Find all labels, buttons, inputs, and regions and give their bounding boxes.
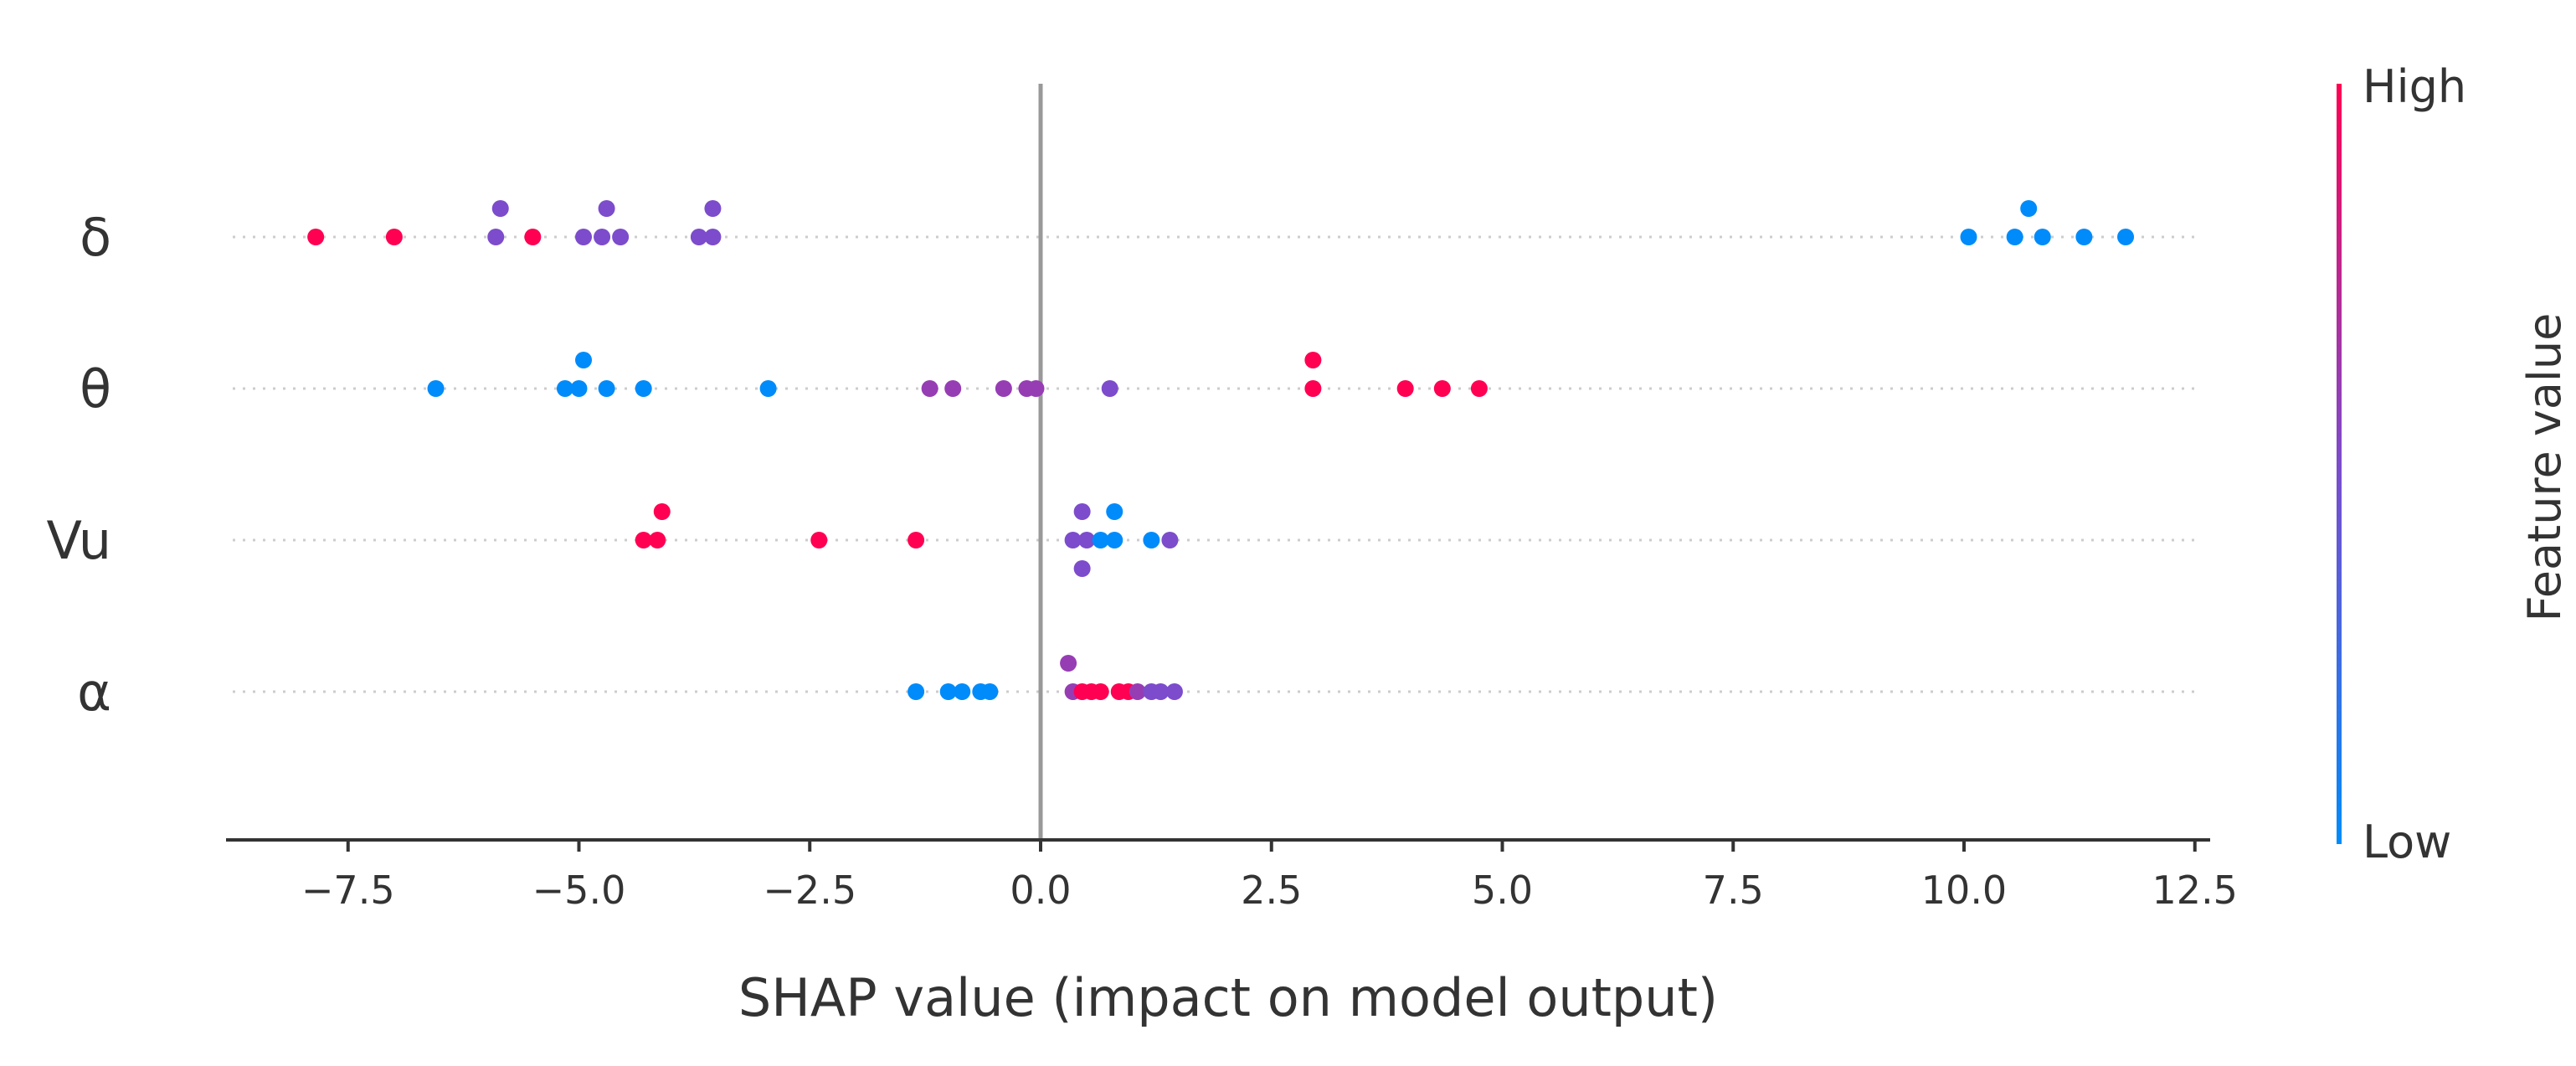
shap-point bbox=[2034, 229, 2051, 245]
shap-point bbox=[908, 683, 925, 700]
shap-point bbox=[635, 380, 652, 397]
shap-point bbox=[939, 683, 957, 700]
colorbar bbox=[2337, 84, 2342, 844]
x-tick-label: 5.0 bbox=[1472, 868, 1533, 913]
shap-point bbox=[1165, 683, 1183, 700]
shap-point bbox=[944, 380, 962, 397]
shap-point bbox=[570, 380, 588, 397]
shap-point bbox=[594, 229, 611, 245]
shap-point bbox=[704, 200, 722, 217]
shap-point bbox=[1092, 532, 1109, 548]
shap-point bbox=[1396, 380, 1414, 397]
feature-label: δ bbox=[80, 207, 111, 268]
shap-point bbox=[1161, 532, 1179, 548]
colorbar-title: Feature value bbox=[2518, 313, 2571, 622]
shap-point bbox=[1101, 380, 1118, 397]
shap-point bbox=[704, 229, 722, 245]
shap-point bbox=[1470, 380, 1488, 397]
shap-point bbox=[1304, 352, 1322, 368]
shap-point bbox=[598, 200, 615, 217]
shap-point bbox=[575, 229, 593, 245]
x-tick-label: −7.5 bbox=[301, 868, 395, 913]
shap-point bbox=[1060, 655, 1077, 672]
shap-point bbox=[385, 229, 403, 245]
shap-point bbox=[995, 380, 1012, 397]
colorbar-low-label: Low bbox=[2363, 816, 2451, 868]
shap-point bbox=[1433, 380, 1451, 397]
shap-point bbox=[2075, 229, 2093, 245]
shap-point bbox=[1106, 532, 1123, 548]
x-tick-label: 7.5 bbox=[1703, 868, 1764, 913]
feature-rows: δ θ Vu α bbox=[47, 207, 2202, 723]
x-tick-label: −5.0 bbox=[532, 868, 626, 913]
x-axis-ticks: −7.5 −5.0 −2.5 0.0 2.5 5.0 7.5 10.0 12.5 bbox=[301, 840, 2238, 913]
shap-point bbox=[427, 380, 445, 397]
shap-point bbox=[981, 683, 999, 700]
x-tick-label: 10.0 bbox=[1921, 868, 2007, 913]
shap-point bbox=[1304, 380, 1322, 397]
shap-point bbox=[2006, 229, 2023, 245]
shap-point bbox=[653, 503, 671, 520]
shap-point bbox=[598, 380, 615, 397]
x-tick-label: 12.5 bbox=[2152, 868, 2238, 913]
shap-point bbox=[1027, 380, 1045, 397]
shap-point bbox=[1106, 503, 1123, 520]
shap-point bbox=[649, 532, 666, 548]
feature-label: α bbox=[77, 662, 111, 723]
shap-point bbox=[1152, 683, 1170, 700]
x-tick-label: 0.0 bbox=[1010, 868, 1071, 913]
shap-point bbox=[612, 229, 630, 245]
shap-point bbox=[759, 380, 777, 397]
shap-point bbox=[1073, 560, 1091, 577]
shap-point bbox=[1092, 683, 1109, 700]
x-tick-label: 2.5 bbox=[1241, 868, 1302, 913]
shap-point bbox=[1143, 532, 1160, 548]
shap-point bbox=[524, 229, 542, 245]
shap-point bbox=[487, 229, 505, 245]
shap-point bbox=[575, 352, 593, 368]
shap-point bbox=[491, 200, 509, 217]
feature-label: Vu bbox=[47, 510, 112, 571]
shap-point bbox=[1078, 532, 1096, 548]
shap-point bbox=[954, 683, 971, 700]
shap-point bbox=[2020, 200, 2038, 217]
shap-point bbox=[1129, 683, 1146, 700]
shap-points bbox=[307, 200, 2135, 700]
feature-label: θ bbox=[80, 358, 111, 420]
shap-point bbox=[556, 380, 573, 397]
shap-point bbox=[690, 229, 707, 245]
shap-point bbox=[1064, 532, 1082, 548]
shap-point bbox=[921, 380, 938, 397]
x-tick-label: −2.5 bbox=[763, 868, 856, 913]
x-axis-title: SHAP value (impact on model output) bbox=[738, 967, 1718, 1028]
shap-point bbox=[307, 229, 325, 245]
shap-point bbox=[635, 532, 652, 548]
colorbar-high-label: High bbox=[2363, 60, 2466, 113]
shap-point bbox=[908, 532, 925, 548]
shap-point bbox=[2117, 229, 2135, 245]
shap-point bbox=[810, 532, 828, 548]
shap-point bbox=[1073, 503, 1091, 520]
shap-point bbox=[1960, 229, 1977, 245]
